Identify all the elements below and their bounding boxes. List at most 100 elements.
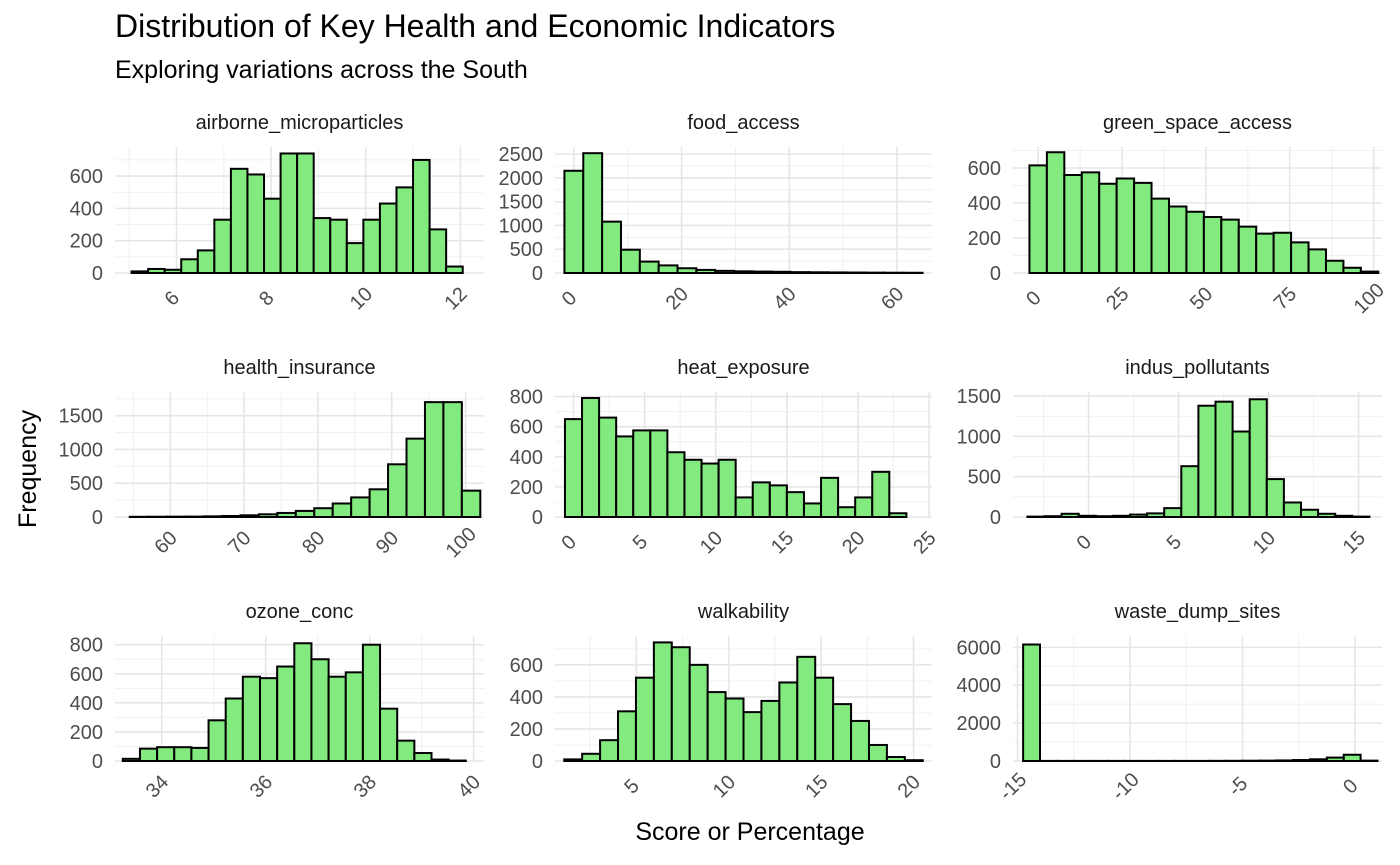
- histogram-bar: [634, 676, 655, 763]
- histogram-bar: [1290, 241, 1310, 274]
- histogram-bar: [751, 270, 773, 274]
- histogram-bar: [1111, 514, 1132, 519]
- histogram-bar: [1133, 181, 1153, 274]
- x-tick-label: 15: [801, 771, 832, 802]
- x-tick-label: 15: [1339, 527, 1370, 558]
- histogram-bar: [827, 271, 849, 275]
- facet-strip-title: heat_exposure: [677, 357, 809, 379]
- histogram-bar: [733, 270, 754, 274]
- histogram-bar: [802, 502, 823, 518]
- histogram-bar: [563, 169, 585, 275]
- histogram-bar: [601, 220, 622, 275]
- histogram-bar: [294, 509, 316, 518]
- x-tick-label: 70: [224, 527, 255, 558]
- histogram-bar: [331, 502, 353, 518]
- facet-panel-walkability: walkability 0 200 400 600 5 10 15 20: [510, 601, 932, 802]
- histogram-bar: [695, 268, 717, 274]
- histogram-bar: [1317, 512, 1337, 518]
- facet-strip-title: airborne_microparticles: [196, 112, 404, 134]
- histogram-bar: [867, 743, 888, 763]
- histogram-bar: [296, 152, 315, 274]
- y-tick-label: 200: [510, 719, 543, 741]
- x-tick-label: 5: [620, 775, 643, 798]
- y-tick-label: 500: [968, 467, 1001, 489]
- histogram-bar: [312, 217, 332, 274]
- histogram-bar: [742, 711, 763, 762]
- histogram-bar: [1342, 266, 1362, 274]
- histogram-bar: [1150, 197, 1170, 274]
- x-tick-label: 100: [442, 523, 481, 562]
- y-tick-label: 0: [532, 751, 543, 773]
- histogram-bar: [241, 675, 262, 763]
- y-tick-label: 500: [70, 473, 103, 495]
- x-tick-label: 10: [709, 771, 740, 802]
- histogram-bar: [1324, 259, 1345, 274]
- facet-strip-title: health_insurance: [223, 357, 375, 379]
- y-tick-label: 1500: [59, 406, 104, 428]
- histogram-bar: [649, 429, 669, 519]
- histogram-bar: [1098, 182, 1118, 274]
- y-tick-label: 1500: [499, 192, 544, 214]
- y-tick-label: 2000: [957, 713, 1002, 735]
- histogram-bar: [276, 511, 297, 518]
- x-tick-label: 60: [877, 283, 908, 314]
- histogram-bar: [1167, 205, 1188, 274]
- histogram-bar: [413, 752, 433, 762]
- histogram-bar: [423, 401, 445, 518]
- histogram-bar: [652, 641, 673, 763]
- histogram-bar: [563, 418, 584, 518]
- histogram-bar: [751, 481, 771, 519]
- x-tick-label: 0: [558, 287, 581, 310]
- histogram-bar: [368, 488, 390, 519]
- y-tick-label: 6000: [957, 637, 1002, 659]
- histogram-bar: [1197, 404, 1217, 519]
- histogram-bar: [760, 699, 781, 763]
- histogram-bar: [768, 484, 788, 519]
- histogram-bar: [276, 665, 296, 762]
- histogram-bar: [1307, 248, 1327, 274]
- histogram-bar: [207, 719, 227, 762]
- histogram-bar: [1022, 643, 1041, 762]
- histogram-bar: [196, 249, 216, 274]
- y-tick-label: 0: [92, 263, 103, 285]
- x-tick-label: 20: [894, 771, 925, 802]
- histogram-bar: [180, 258, 199, 274]
- x-tick-label: 0: [1339, 775, 1362, 798]
- histogram-bar: [310, 658, 330, 762]
- histogram-bar: [361, 643, 382, 763]
- histogram-bar: [700, 462, 720, 518]
- y-tick-label: 400: [510, 447, 543, 469]
- histogram-bar: [345, 242, 365, 275]
- x-tick-label: 5: [1163, 531, 1186, 554]
- x-tick-label: 90: [372, 527, 403, 558]
- histogram-bar: [246, 173, 266, 274]
- histogram-bar: [657, 264, 679, 275]
- histogram-bar: [350, 496, 371, 518]
- histogram-bar: [1185, 210, 1205, 274]
- y-tick-label: 600: [510, 655, 543, 677]
- histogram-bar: [820, 476, 840, 519]
- facet-strip-title: waste_dump_sites: [1114, 601, 1281, 623]
- histogram-bar: [405, 437, 426, 518]
- x-tick-label: 8: [255, 287, 278, 310]
- y-tick-label: 4000: [957, 675, 1002, 697]
- y-tick-label: 0: [532, 263, 543, 285]
- histogram-bar: [1180, 465, 1200, 518]
- y-tick-label: 400: [70, 693, 103, 715]
- x-tick-label: -10: [1108, 769, 1144, 805]
- histogram-bar: [202, 515, 224, 519]
- histogram-bar: [1146, 512, 1166, 519]
- histogram-bar: [789, 271, 811, 275]
- histogram-bar: [147, 267, 166, 275]
- histogram-bar: [1248, 398, 1268, 518]
- histogram-bar: [1094, 515, 1114, 518]
- facet-panel-health_insurance: health_insurance 0 500 1000 1500 60 70 80 90 100: [59, 357, 484, 562]
- histogram-bar: [279, 152, 299, 274]
- histogram-bar: [850, 719, 870, 763]
- histogram-bar: [1325, 756, 1345, 762]
- histogram-bar: [1292, 759, 1311, 763]
- histogram-bar: [1043, 515, 1063, 518]
- histogram-bar: [387, 463, 408, 519]
- histogram-bar: [293, 642, 313, 763]
